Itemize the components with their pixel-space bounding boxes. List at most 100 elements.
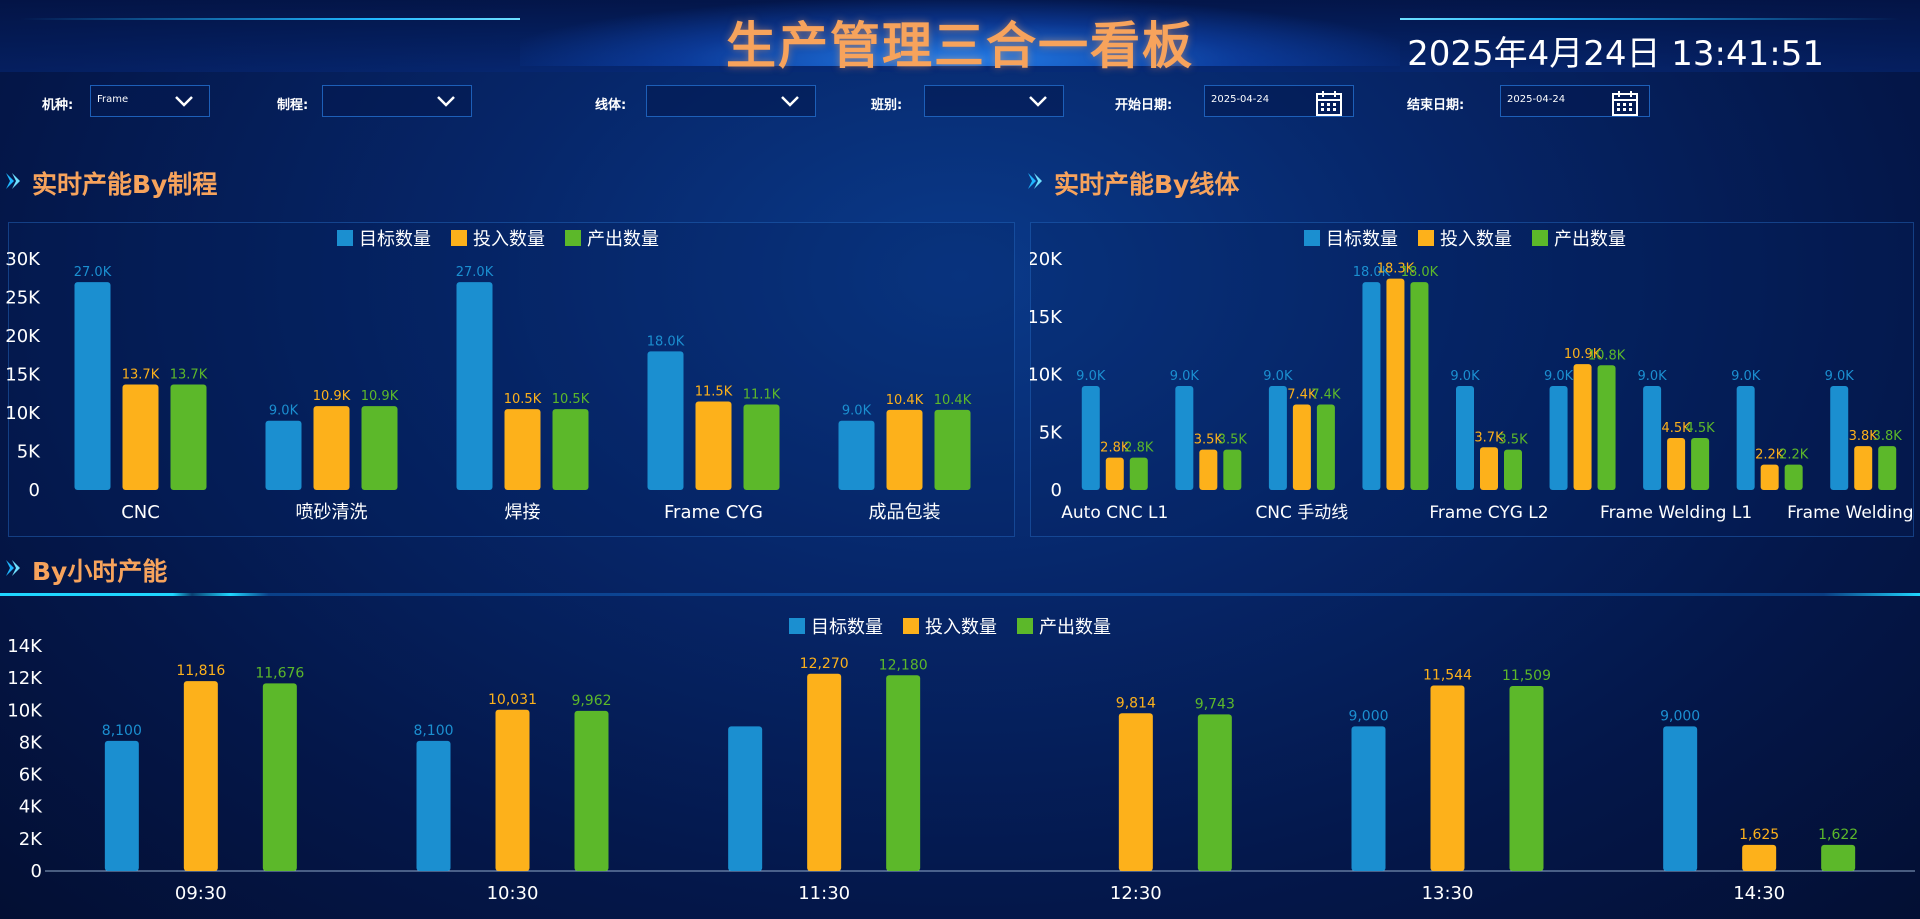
- chart-legend[interactable]: 目标数量 投入数量 产出数量: [337, 229, 659, 250]
- section-title-by-hour: By小时产能: [32, 557, 168, 586]
- bar-value-label: 10.8K: [1588, 348, 1626, 363]
- start-date-input[interactable]: 2025-04-24: [1204, 85, 1354, 117]
- bar[interactable]: [886, 409, 923, 490]
- chart-legend[interactable]: 目标数量 投入数量 产出数量: [1304, 229, 1626, 250]
- x-category-label: CNC 手动线: [1255, 503, 1348, 523]
- bar[interactable]: [1386, 278, 1405, 490]
- bar-value-label: 1,622: [1818, 827, 1858, 843]
- shift-select[interactable]: [924, 85, 1064, 117]
- bar[interactable]: [1480, 447, 1498, 490]
- bar-value-label: 18.3K: [1377, 262, 1415, 277]
- bar[interactable]: [1504, 449, 1522, 490]
- end-date-input[interactable]: 2025-04-24: [1500, 85, 1650, 117]
- bar[interactable]: [1292, 404, 1311, 490]
- bar[interactable]: [1736, 386, 1755, 490]
- bar-value-label: 8,100: [413, 723, 453, 739]
- chart-legend[interactable]: 目标数量 投入数量 产出数量: [789, 617, 1111, 638]
- section-arrow-icon: [6, 173, 20, 189]
- bar[interactable]: [1351, 726, 1386, 871]
- bar[interactable]: [183, 681, 218, 871]
- bar[interactable]: [1199, 449, 1218, 490]
- bar[interactable]: [1316, 404, 1335, 490]
- bar[interactable]: [647, 351, 684, 490]
- bar-value-label: 10,031: [488, 692, 537, 708]
- bar-value-label: 27.0K: [456, 265, 494, 280]
- bar-value-label: 9,000: [1660, 708, 1700, 724]
- bar-value-label: 9,962: [571, 693, 611, 709]
- bar-value-label: 9.0K: [1544, 369, 1574, 384]
- bar[interactable]: [495, 709, 530, 871]
- bar[interactable]: [574, 710, 609, 871]
- bar[interactable]: [1549, 386, 1568, 490]
- bar[interactable]: [1854, 446, 1873, 490]
- calendar-icon[interactable]: [1315, 89, 1343, 117]
- calendar-icon[interactable]: [1611, 89, 1639, 117]
- bar[interactable]: [170, 384, 207, 490]
- section-title-by-line: 实时产能By线体: [1054, 170, 1240, 199]
- bar[interactable]: [122, 384, 159, 490]
- bar[interactable]: [1784, 464, 1803, 490]
- x-category-label: 10:30: [487, 883, 539, 904]
- bar[interactable]: [552, 409, 589, 490]
- bar[interactable]: [695, 401, 732, 490]
- bar[interactable]: [934, 409, 971, 490]
- bar[interactable]: [1821, 844, 1856, 871]
- bar[interactable]: [1175, 386, 1194, 490]
- bar[interactable]: [361, 406, 398, 490]
- bar[interactable]: [104, 740, 139, 871]
- bar[interactable]: [265, 420, 302, 490]
- bar[interactable]: [1081, 386, 1100, 490]
- bar[interactable]: [1878, 446, 1897, 490]
- y-tick-label: 10K: [7, 700, 43, 721]
- bar[interactable]: [1105, 457, 1124, 490]
- bar[interactable]: [1410, 282, 1429, 490]
- bar[interactable]: [1129, 457, 1148, 490]
- bar[interactable]: [743, 404, 780, 490]
- bar-value-label: 3.5K: [1194, 433, 1224, 448]
- bar[interactable]: [1268, 386, 1287, 490]
- bar-value-label: 18.0K: [647, 334, 685, 349]
- bar-value-label: 10.9K: [1564, 347, 1602, 362]
- bar-value-label: 18.0K: [1353, 265, 1391, 280]
- bar[interactable]: [1760, 464, 1779, 490]
- process-select[interactable]: [322, 85, 472, 117]
- bar[interactable]: [1667, 438, 1686, 490]
- model-select[interactable]: Frame: [90, 85, 210, 117]
- line-select[interactable]: [646, 85, 816, 117]
- bar[interactable]: [1597, 365, 1616, 490]
- bar[interactable]: [838, 420, 875, 490]
- bar[interactable]: [313, 406, 350, 490]
- bar[interactable]: [1456, 386, 1474, 490]
- bar[interactable]: [807, 673, 842, 871]
- end-date-label: 结束日期:: [1407, 98, 1465, 113]
- bar[interactable]: [1742, 844, 1777, 871]
- legend-swatch: [1304, 230, 1320, 246]
- bar-value-label: 10.5K: [504, 392, 542, 407]
- bar[interactable]: [456, 282, 493, 490]
- bar[interactable]: [1118, 713, 1153, 871]
- bar[interactable]: [1197, 714, 1232, 871]
- bar[interactable]: [1691, 438, 1710, 490]
- bar[interactable]: [74, 282, 111, 490]
- bar[interactable]: [728, 726, 763, 871]
- legend-label: 投入数量: [473, 229, 545, 250]
- bar[interactable]: [1362, 282, 1381, 490]
- bar[interactable]: [416, 740, 451, 871]
- section-arrow-icon: [6, 560, 20, 576]
- bar[interactable]: [1509, 686, 1544, 871]
- header-decor-line-left: [20, 18, 520, 20]
- y-tick-label: 12K: [7, 668, 43, 689]
- bar[interactable]: [886, 675, 921, 871]
- bar[interactable]: [1430, 685, 1465, 871]
- bar[interactable]: [262, 683, 297, 871]
- bar[interactable]: [1643, 386, 1662, 490]
- bar[interactable]: [1663, 726, 1698, 871]
- y-tick-label: 0: [31, 861, 42, 882]
- bar[interactable]: [1223, 449, 1242, 490]
- legend-swatch: [1017, 618, 1033, 634]
- bar[interactable]: [1830, 386, 1849, 490]
- process-filter-label: 制程:: [277, 98, 309, 113]
- bar[interactable]: [504, 409, 541, 490]
- bar[interactable]: [1573, 364, 1592, 490]
- x-category-label: Auto CNC L1: [1061, 503, 1168, 523]
